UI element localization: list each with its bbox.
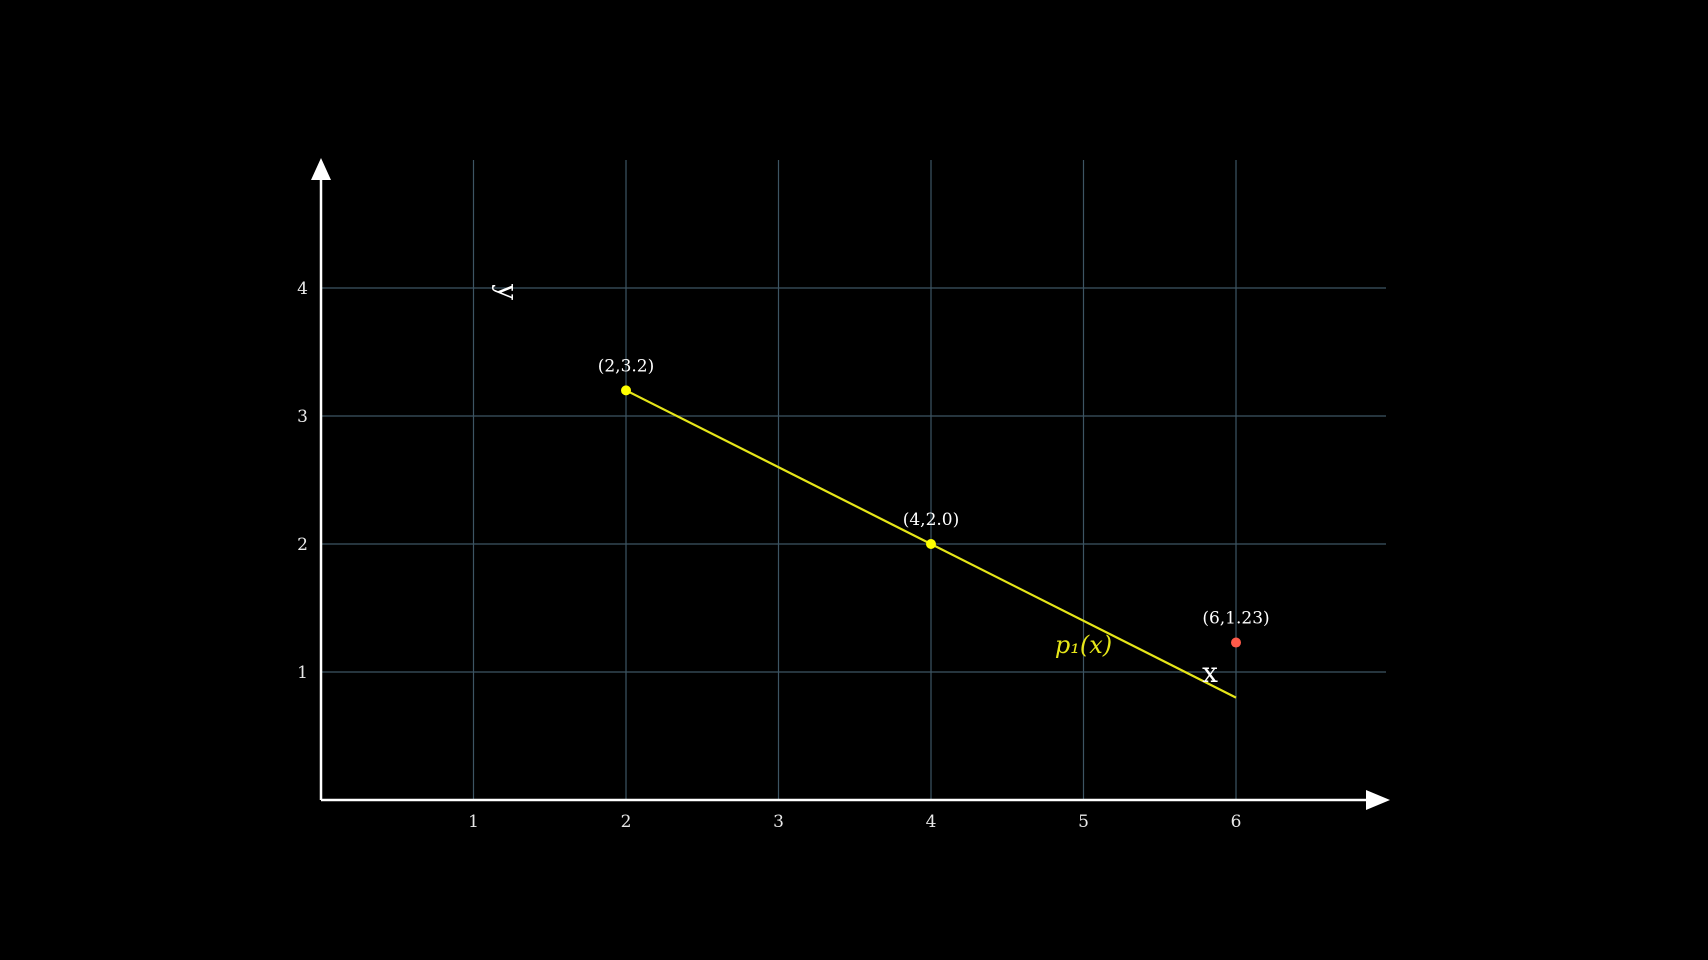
data-point: [926, 539, 936, 549]
axes: [311, 158, 1390, 810]
x-axis-arrow-icon: [1366, 790, 1390, 810]
x-tick-label: 5: [1078, 812, 1089, 832]
point-label: (4,2.0): [903, 510, 960, 530]
x-axis-label: x: [1202, 656, 1218, 689]
grid: [321, 160, 1386, 800]
y-tick-label: 2: [297, 535, 308, 555]
x-tick-label: 3: [773, 812, 784, 832]
y-axis-arrow-icon: [311, 158, 331, 180]
x-tick-label: 6: [1231, 812, 1242, 832]
x-tick-label: 2: [621, 812, 632, 832]
series-label: p₁(x): [1055, 631, 1112, 659]
x-tick-label: 4: [926, 812, 937, 832]
y-axis-label: y: [491, 283, 524, 300]
x-tick-label: 1: [468, 812, 479, 832]
y-tick-label: 1: [297, 663, 308, 683]
data-point: [621, 385, 631, 396]
tick-labels: 1 2 3 4 5 6 1 2 3 4: [297, 279, 1241, 832]
data-point: [1231, 637, 1241, 648]
point-label: (2,3.2): [598, 356, 655, 376]
data-points: (2,3.2) (4,2.0) (6,1.23): [598, 356, 1270, 648]
y-tick-label: 4: [297, 279, 308, 299]
point-label: (6,1.23): [1202, 609, 1269, 629]
y-tick-label: 3: [297, 407, 308, 427]
